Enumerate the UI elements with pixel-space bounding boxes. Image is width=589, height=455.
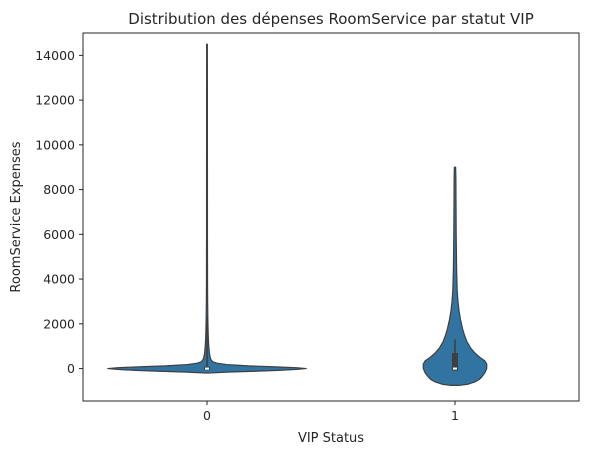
- y-tick-label: 4000: [43, 272, 75, 287]
- y-tick-label: 10000: [35, 137, 75, 152]
- violin-body-0: [107, 43, 307, 374]
- y-tick-label: 8000: [43, 182, 75, 197]
- x-axis-label: VIP Status: [298, 431, 364, 446]
- violin-median-1: [453, 367, 457, 370]
- x-tick-label: 1: [451, 408, 459, 423]
- plot-area-frame: [82, 32, 580, 402]
- violin-median-0: [205, 367, 209, 370]
- y-axis-label: RoomService Expenses: [9, 141, 24, 292]
- violin-group: [107, 43, 488, 386]
- violin-body-1: [422, 166, 488, 386]
- y-tick-label: 12000: [35, 93, 75, 108]
- y-tick-label: 14000: [35, 48, 75, 63]
- chart-title: Distribution des dépenses RoomService pa…: [128, 10, 533, 28]
- y-tick-label: 0: [67, 361, 75, 376]
- y-tick-label: 6000: [43, 227, 75, 242]
- violin-box-1: [452, 353, 458, 371]
- y-tick-label: 2000: [43, 316, 75, 331]
- x-tick-label: 0: [203, 408, 211, 423]
- y-axis: 0 2000 4000 6000 8000 10000 12000 14000: [35, 48, 83, 376]
